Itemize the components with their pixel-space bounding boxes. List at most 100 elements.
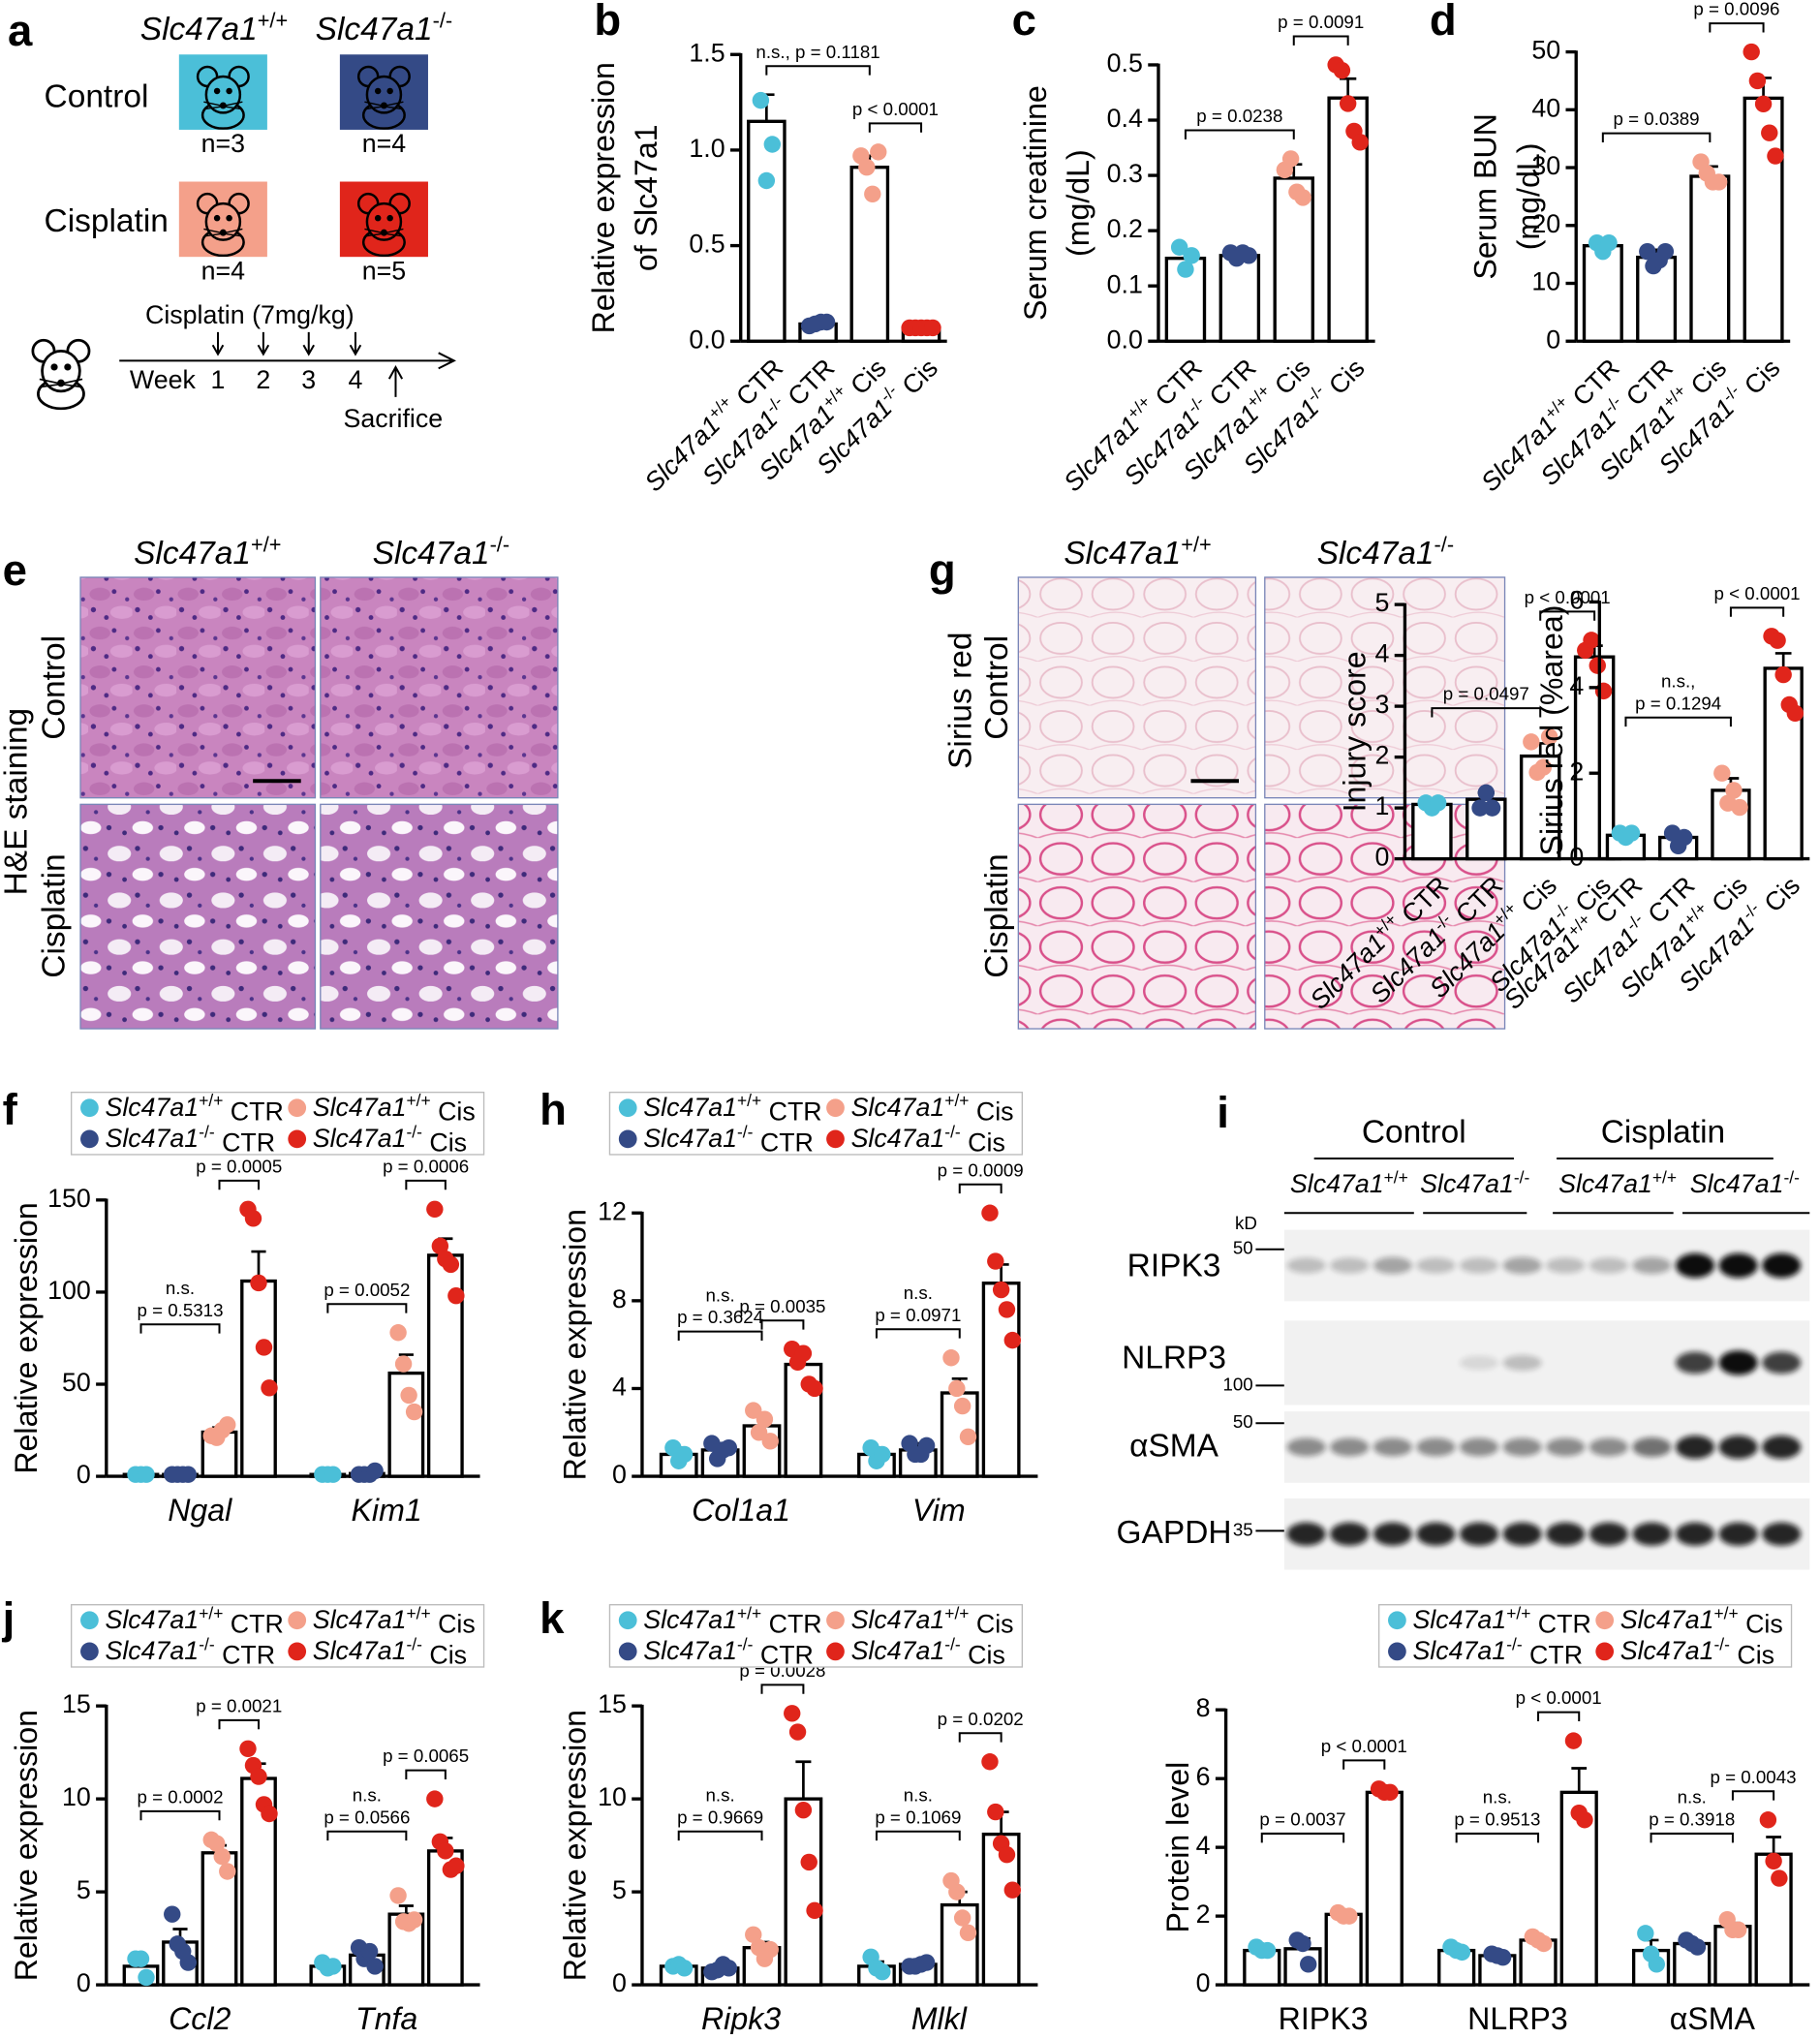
significance-bracket (679, 1332, 762, 1341)
data-point (1004, 1332, 1021, 1348)
p-value-label: p = 0.1294 (1635, 693, 1721, 713)
data-point (721, 1439, 737, 1456)
p-value-label: n.s. (706, 1284, 735, 1305)
treatment-label: Control (45, 79, 149, 115)
significance-bracket (960, 1185, 1002, 1193)
significance-bracket (140, 1811, 219, 1820)
data-point (164, 1905, 180, 1922)
p-value-label: p = 0.0005 (196, 1156, 282, 1176)
week-label: Week (130, 365, 197, 394)
data-point (999, 1301, 1015, 1317)
p-value-label: p = 0.3918 (1649, 1808, 1735, 1829)
blot-band (1719, 1523, 1758, 1546)
significance-bracket (762, 1684, 804, 1693)
treatment-label: Cisplatin (1601, 1114, 1725, 1150)
legend-marker (1388, 1611, 1406, 1629)
y-tick-label: 5 (77, 1875, 91, 1904)
blot-band (1546, 1438, 1585, 1457)
panel-label: i (1217, 1088, 1229, 1137)
y-tick-label: 0.0 (689, 324, 725, 354)
y-axis-label: Relative expression (586, 62, 621, 333)
y-tick-label: 0.1 (1107, 269, 1143, 298)
data-point (960, 1429, 976, 1445)
data-point (1334, 62, 1350, 78)
n-label: n=4 (362, 129, 407, 158)
legend-marker (826, 1098, 845, 1117)
data-point (1769, 633, 1785, 649)
p-value-label: n.s., p = 0.1181 (756, 42, 879, 62)
significance-bracket (406, 1771, 445, 1779)
x-tick-label: Ngal (168, 1493, 232, 1528)
significance-bracket (960, 1733, 1002, 1742)
micrograph (1018, 804, 1255, 1029)
data-point (676, 1960, 693, 1976)
data-point (389, 1887, 406, 1903)
marker-label: 100 (1222, 1374, 1252, 1394)
data-point (806, 1902, 822, 1919)
data-point (1689, 1938, 1706, 1955)
blot-band (1460, 1523, 1498, 1546)
data-point (942, 1349, 959, 1366)
data-point (219, 1416, 235, 1433)
legend-marker (288, 1130, 306, 1149)
data-point (261, 1806, 277, 1822)
x-tick-label: αSMA (1670, 2001, 1756, 2034)
y-axis-label: Sirius red (%area) (1534, 605, 1569, 856)
legend-marker (826, 1130, 845, 1149)
data-point (870, 143, 886, 160)
y-axis-label: Serum BUN (1468, 113, 1503, 279)
data-point (987, 1804, 1003, 1820)
error-bar (795, 1762, 811, 1799)
legend-marker (619, 1098, 637, 1117)
blot-band (1676, 1253, 1714, 1278)
data-point (1535, 1935, 1552, 1952)
significance-bracket (1186, 130, 1294, 139)
p-value-label: p = 0.0035 (739, 1296, 825, 1316)
y-axis-label: Protein level (1160, 1762, 1195, 1933)
data-point (1755, 96, 1772, 112)
y-tick-label: 8 (612, 1284, 627, 1313)
data-point (756, 1410, 773, 1427)
legend-marker (619, 1643, 637, 1661)
blot-band (1676, 1436, 1714, 1459)
blot-band (1287, 1523, 1326, 1546)
data-point (1787, 705, 1804, 722)
legend-marker (80, 1611, 99, 1629)
y-tick-label: 1 (1374, 791, 1389, 820)
y-tick-label: 2 (1196, 1900, 1211, 1929)
significance-bracket (877, 1832, 960, 1840)
week-number: 3 (301, 365, 316, 394)
data-point (1294, 1935, 1311, 1952)
n-label: n=3 (201, 129, 245, 158)
x-tick-label: NLRP3 (1467, 2001, 1568, 2034)
y-tick-label: 10 (1531, 267, 1560, 296)
column-label: Slc47a1-/- (1317, 532, 1454, 572)
y-tick-label: 12 (598, 1196, 627, 1225)
significance-bracket (219, 1181, 258, 1189)
data-point (447, 1287, 464, 1304)
panel-label: j (2, 1593, 15, 1643)
bar (1220, 256, 1258, 341)
data-point (1711, 173, 1727, 190)
y-tick-label: 40 (1531, 93, 1560, 122)
legend-marker (619, 1130, 637, 1149)
data-point (1381, 1784, 1398, 1801)
y-tick-label: 50 (62, 1368, 91, 1397)
x-tick-label: Tnfa (355, 2001, 417, 2034)
legend-marker (826, 1643, 845, 1661)
data-point (864, 186, 880, 202)
blot-band (1373, 1523, 1412, 1546)
data-point (245, 1210, 262, 1226)
legend-marker (288, 1643, 306, 1661)
row-label: Cisplatin (979, 853, 1015, 977)
data-point (1430, 794, 1446, 811)
data-point (874, 1963, 890, 1980)
blot-band (1719, 1350, 1758, 1375)
significance-bracket (1731, 607, 1783, 616)
p-value-label: n.s. (353, 1785, 382, 1806)
significance-bracket (327, 1832, 406, 1840)
panel-label: f (3, 1085, 18, 1134)
data-point (764, 136, 781, 152)
schematic: Slc47a1+/+ Slc47a1-/- Control Cisplatin … (33, 8, 454, 433)
significance-bracket (762, 1320, 804, 1329)
